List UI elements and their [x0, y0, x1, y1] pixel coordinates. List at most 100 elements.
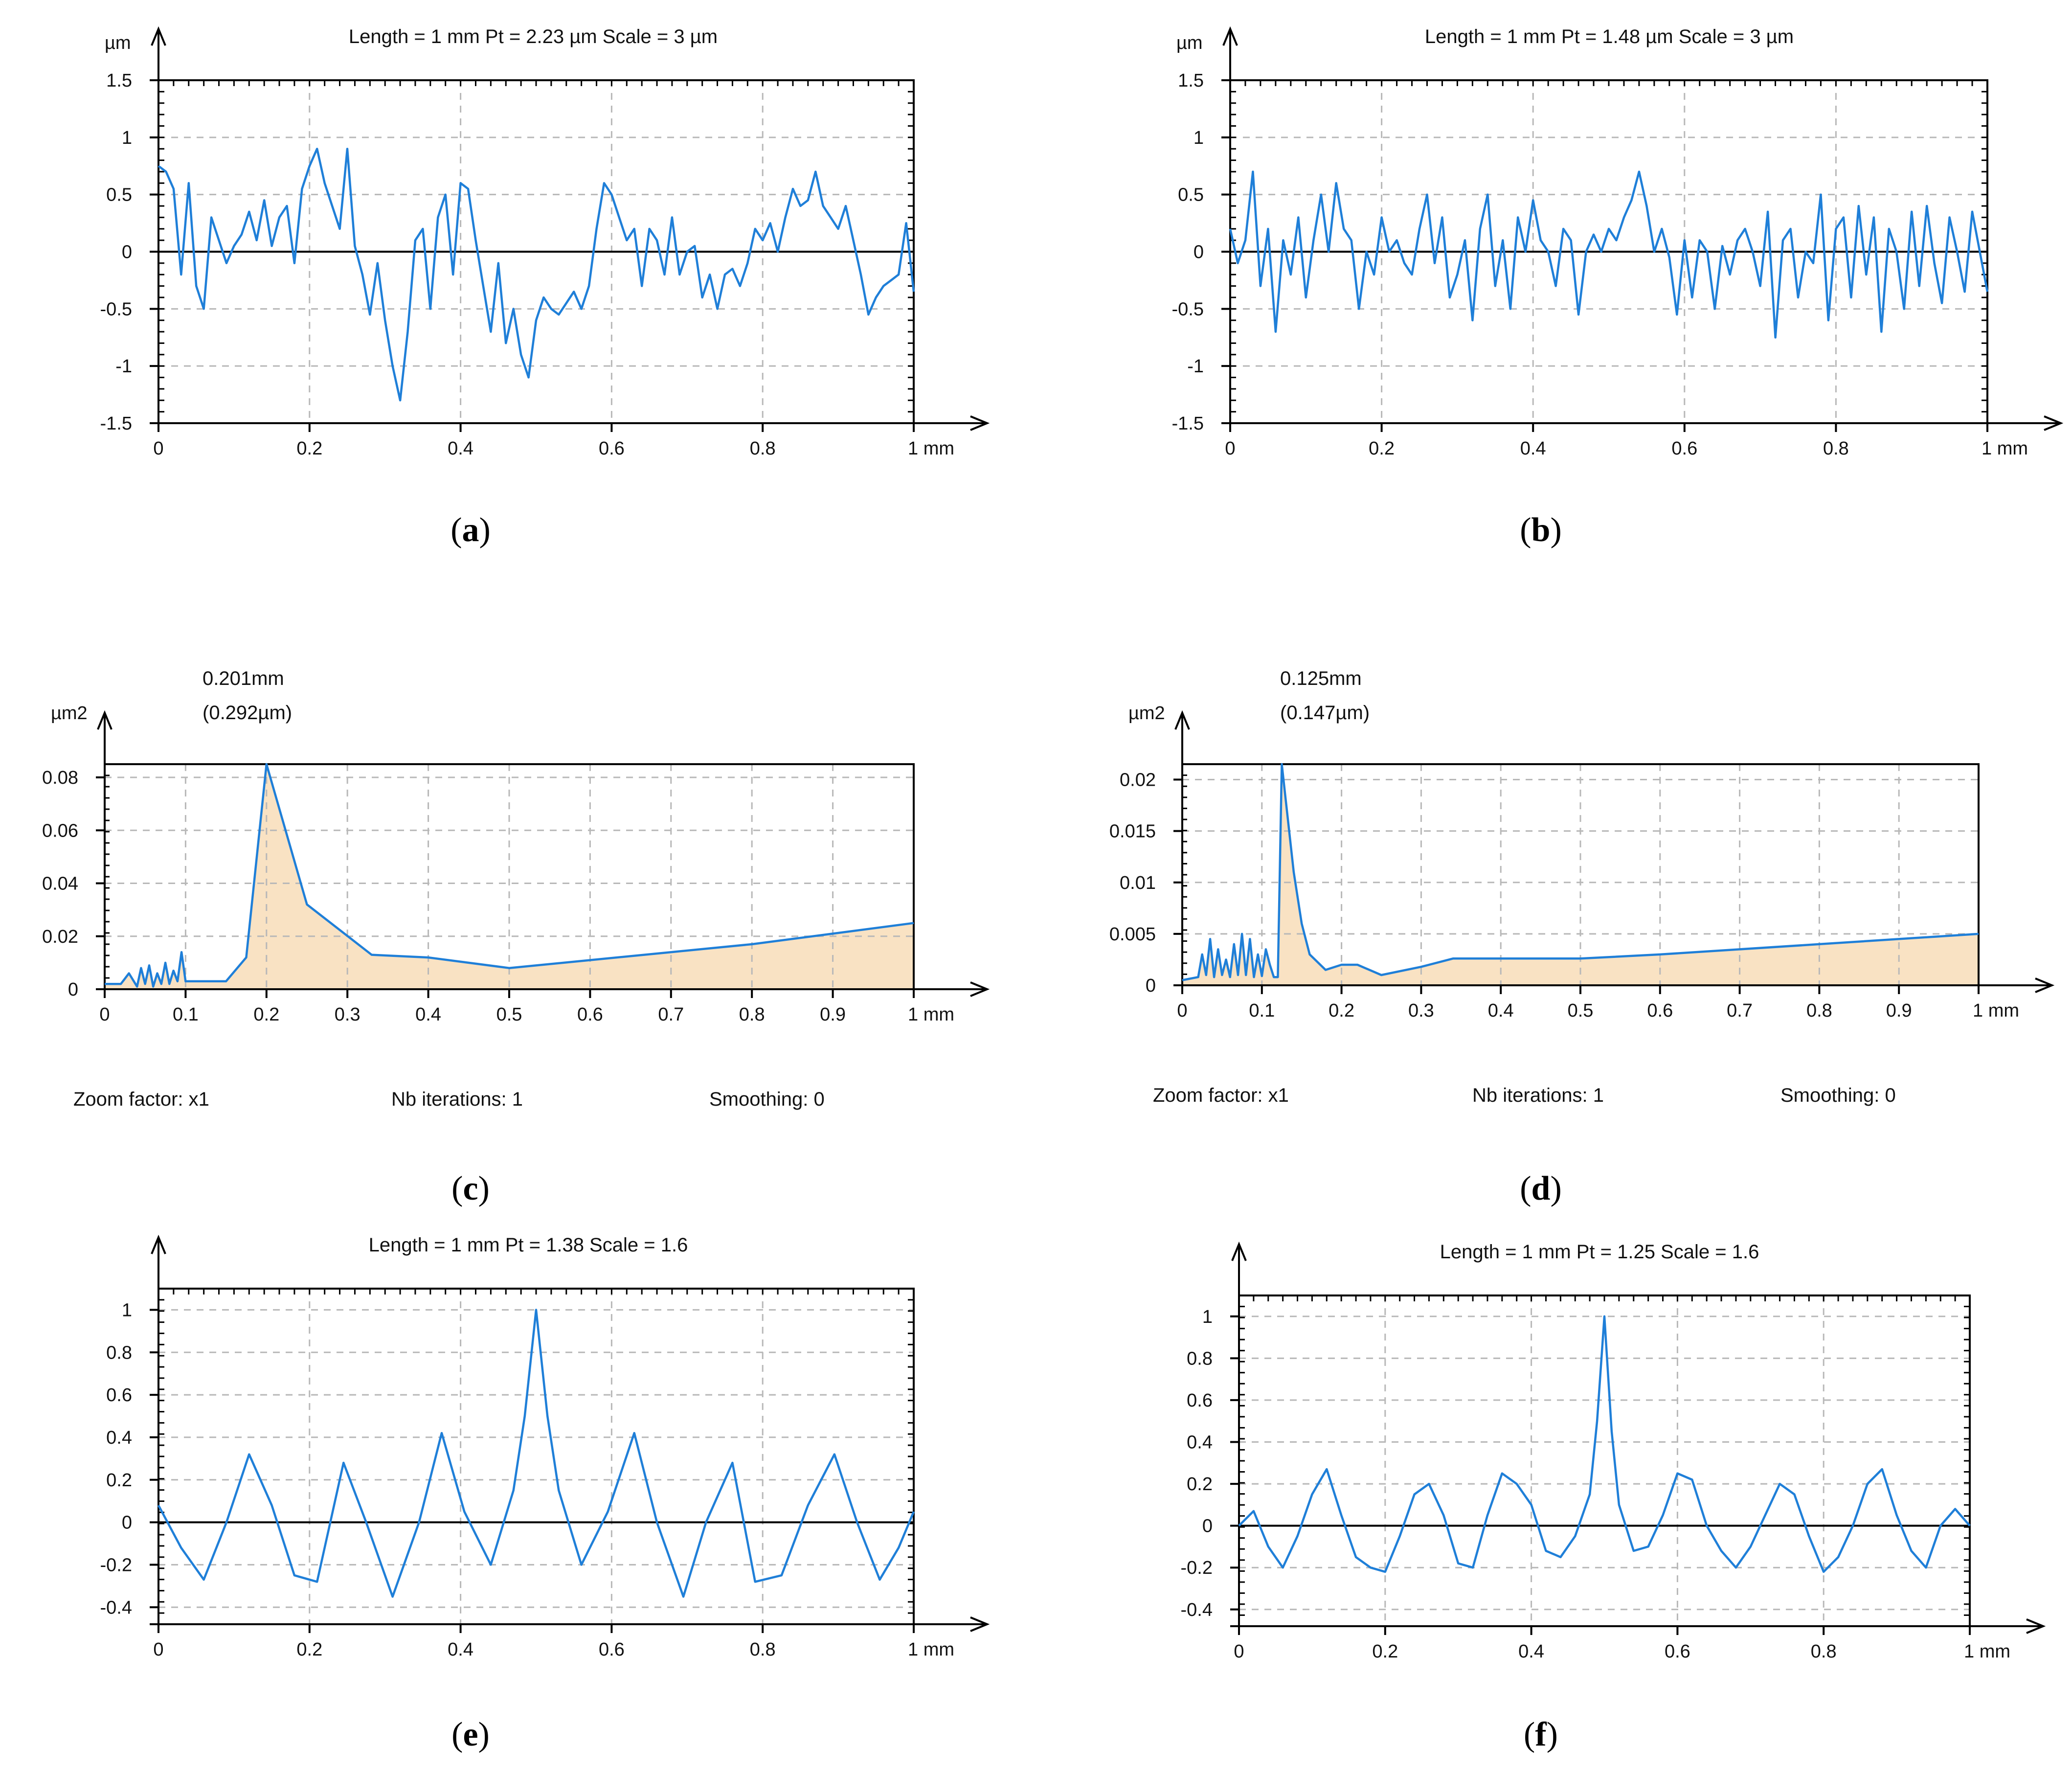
- y-tick-label: 0.08: [42, 768, 78, 788]
- data-point: [1197, 976, 1199, 978]
- y-tick-label: 0.6: [1187, 1390, 1213, 1411]
- data-point: [890, 279, 892, 281]
- data-point: [1691, 296, 1693, 299]
- data-point: [1365, 250, 1368, 253]
- data-point: [1545, 1550, 1547, 1552]
- data-point: [418, 1521, 420, 1523]
- data-point: [1229, 976, 1231, 978]
- y-tick-label: -0.2: [1181, 1558, 1213, 1578]
- data-point: [370, 954, 373, 956]
- data-point: [338, 227, 341, 230]
- x-tick-label: 1 mm: [908, 438, 954, 459]
- data-point: [1850, 296, 1852, 299]
- x-tick-label: 1 mm: [908, 1004, 954, 1025]
- data-point: [641, 285, 643, 287]
- x-tick-label: 0: [99, 1004, 110, 1025]
- x-tick-label: 1 mm: [1973, 1000, 2019, 1021]
- data-point: [709, 273, 711, 276]
- data-point: [233, 245, 235, 247]
- data-point: [799, 205, 802, 207]
- y-tick-label: 0: [122, 1513, 132, 1533]
- data-point: [1308, 953, 1311, 955]
- data-point: [1241, 932, 1243, 935]
- data-point: [1292, 871, 1295, 873]
- data-point: [1326, 1468, 1328, 1471]
- data-point: [1384, 1570, 1386, 1573]
- data-point: [535, 319, 538, 321]
- plot-frame: [105, 763, 915, 989]
- data-point: [1842, 216, 1845, 219]
- data-point: [316, 148, 318, 150]
- data-point: [1574, 1535, 1577, 1538]
- data-point: [754, 227, 756, 230]
- axis-arrow-icon: [1231, 1241, 1247, 1261]
- data-point: [1764, 1514, 1766, 1517]
- footer-zoom: Zoom factor: x1: [1153, 1085, 1289, 1106]
- data-point: [437, 216, 439, 219]
- data-point: [427, 956, 429, 959]
- data-point: [245, 956, 248, 959]
- data-point: [308, 165, 311, 167]
- x-tick-label: 0.1: [1249, 1000, 1275, 1021]
- axis-arrow-icon: [2044, 415, 2064, 431]
- data-point: [1502, 239, 1504, 242]
- data-point: [255, 239, 258, 242]
- data-point: [1852, 1524, 1854, 1527]
- data-point: [1559, 1556, 1562, 1558]
- data-point: [152, 985, 155, 988]
- data-point: [588, 285, 590, 287]
- x-tick-label: 0.3: [1408, 1000, 1434, 1021]
- data-point: [784, 216, 787, 219]
- data-point: [807, 1504, 809, 1506]
- data-point: [913, 291, 915, 293]
- data-point: [240, 233, 243, 236]
- data-point: [1570, 239, 1572, 242]
- data-point: [376, 262, 379, 264]
- data-point: [1759, 285, 1761, 287]
- data-point: [1736, 239, 1739, 242]
- data-point: [792, 188, 794, 190]
- data-point: [589, 959, 591, 961]
- data-point: [1398, 1535, 1401, 1538]
- data-point: [1721, 245, 1724, 247]
- data-point: [156, 972, 158, 975]
- data-point: [1610, 1430, 1613, 1433]
- data-point: [1562, 227, 1565, 230]
- data-point: [399, 399, 402, 402]
- data-point: [165, 170, 167, 173]
- data-point: [160, 983, 162, 985]
- data-point: [705, 1521, 707, 1523]
- data-point: [1479, 227, 1481, 230]
- data-point: [1350, 239, 1352, 242]
- data-point: [1837, 1556, 1840, 1558]
- data-point: [558, 314, 560, 316]
- data-point: [505, 342, 507, 344]
- data-point: [535, 1309, 538, 1311]
- data-point: [1388, 250, 1391, 253]
- data-point: [1630, 199, 1633, 202]
- data-point: [168, 983, 171, 985]
- data-point: [1653, 250, 1655, 253]
- data-point: [671, 216, 673, 219]
- x-tick-label: 0.7: [658, 1004, 684, 1025]
- data-point: [1471, 319, 1474, 321]
- area-fill-d: [1182, 764, 1979, 985]
- data-point: [1442, 1514, 1445, 1517]
- data-point: [832, 932, 834, 935]
- data-point: [1661, 227, 1663, 230]
- data-point: [195, 285, 198, 287]
- data-point: [1355, 1556, 1357, 1558]
- data-point: [1267, 227, 1269, 230]
- data-point: [852, 239, 855, 242]
- data-point: [1579, 957, 1582, 960]
- data-point: [1225, 958, 1227, 961]
- data-point: [1969, 1524, 1971, 1527]
- data-point: [1237, 974, 1239, 976]
- chart-header: Length = 1 mm Pt = 1.48 µm Scale = 3 µm: [1425, 26, 1794, 47]
- data-point: [1632, 1550, 1635, 1552]
- data-point: [1782, 239, 1784, 242]
- data-point: [1691, 1478, 1693, 1481]
- data-point: [878, 1578, 881, 1581]
- data-point: [1305, 296, 1307, 299]
- x-tick-label: 0.4: [1488, 1000, 1514, 1021]
